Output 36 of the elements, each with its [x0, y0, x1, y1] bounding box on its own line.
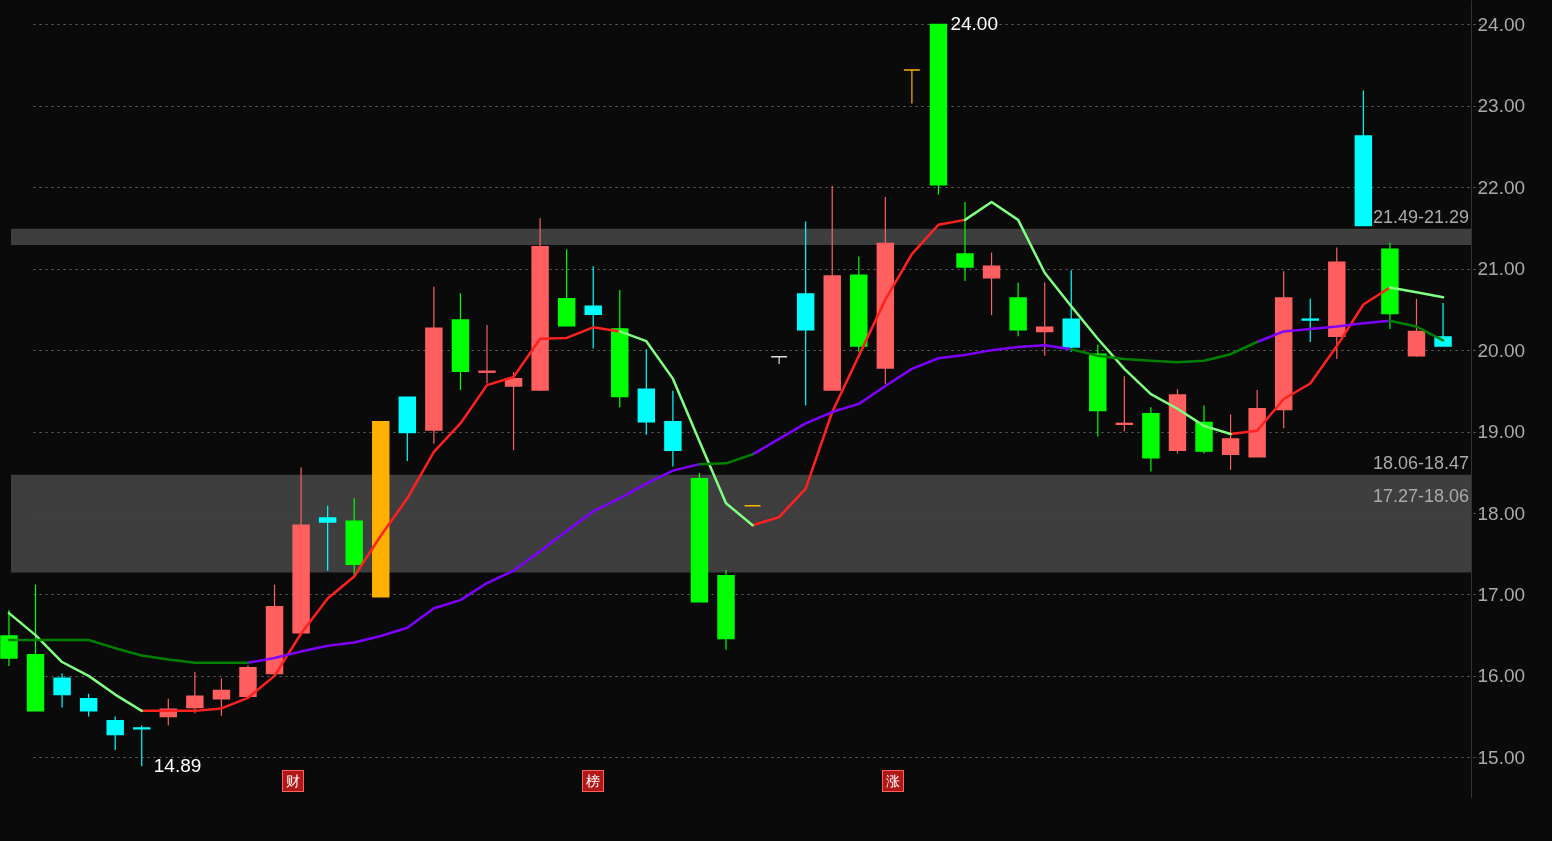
candlestick — [186, 671, 204, 714]
candlestick — [478, 324, 496, 385]
candlestick — [106, 715, 124, 751]
annotation: 24.00 — [950, 13, 998, 35]
candlestick — [0, 609, 18, 667]
y-tick-label: 16.00 — [1477, 665, 1526, 687]
annotation: 榜 — [582, 770, 604, 792]
annotation: 14.89 — [153, 755, 202, 777]
annotation: 涨 — [882, 770, 904, 792]
candlestick — [318, 505, 337, 572]
y-tick-label: 17.00 — [1477, 583, 1526, 605]
y-tick-label: 24.00 — [1477, 13, 1526, 35]
y-tick-label: 15.00 — [1477, 746, 1526, 768]
candlestick — [53, 672, 71, 709]
y-tick-label: 18.00 — [1477, 502, 1526, 524]
candlestick — [770, 355, 788, 365]
candlestick — [79, 693, 98, 718]
y-tick-label: 22.00 — [1477, 176, 1526, 198]
candlestick — [133, 724, 151, 767]
candlestick — [504, 371, 523, 451]
y-tick-label: 21.00 — [1477, 258, 1526, 280]
candlestick — [212, 677, 231, 717]
candlestick — [584, 265, 602, 350]
band-label: 21.49-21.29 — [1372, 206, 1469, 227]
y-tick-label: 23.00 — [1477, 95, 1526, 117]
candlestick — [903, 69, 921, 105]
candlestick — [1434, 302, 1452, 347]
candlestick — [1301, 298, 1319, 343]
annotation: 财 — [282, 770, 304, 792]
candlestick — [956, 201, 974, 282]
band-label: 17.27-18.06 — [1372, 486, 1469, 507]
candlestick — [1221, 413, 1240, 471]
candlestick — [982, 251, 1001, 316]
y-tick-label: 19.00 — [1477, 421, 1526, 443]
band-label: 18.06-18.47 — [1372, 452, 1469, 473]
y-tick-label: 20.00 — [1477, 339, 1526, 361]
